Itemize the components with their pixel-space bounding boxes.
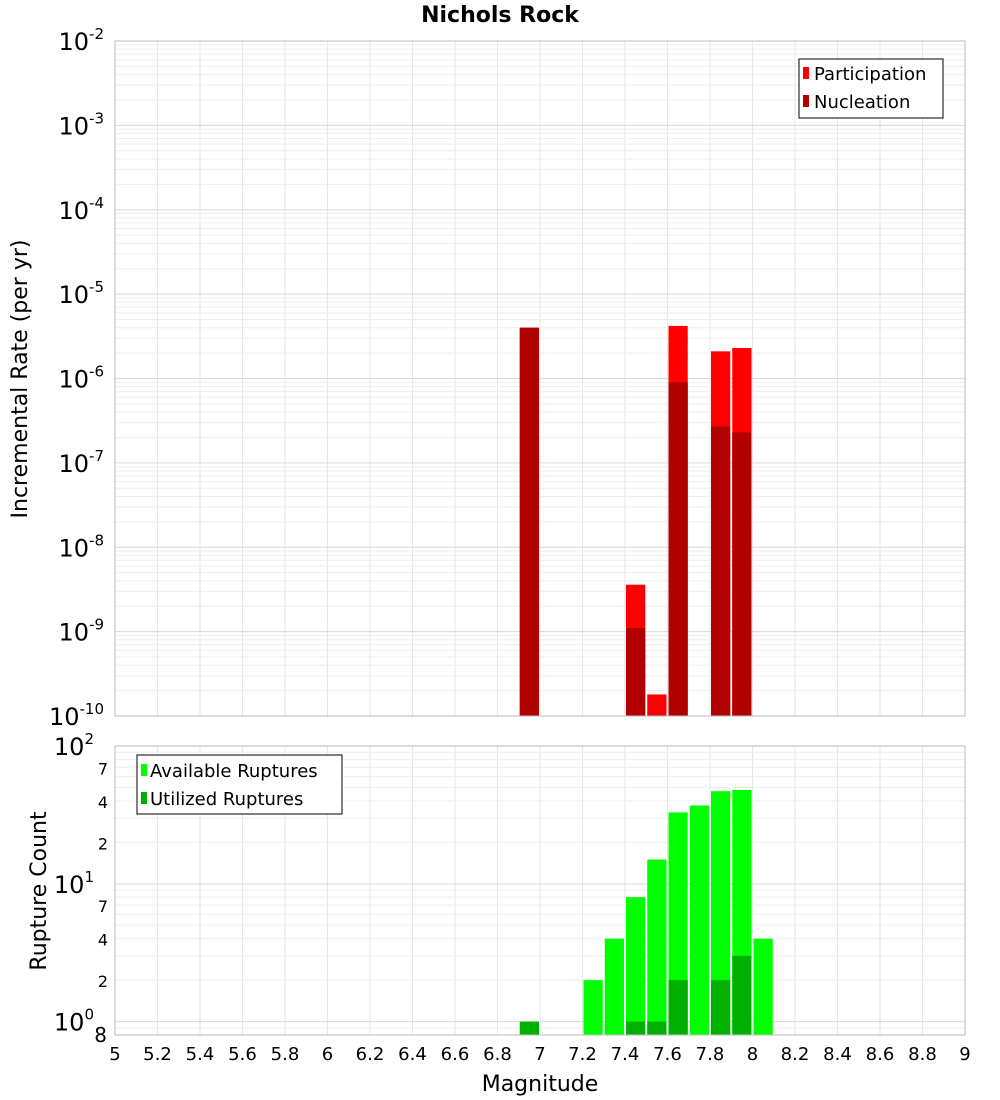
x-tick-label: 5.4: [186, 1044, 215, 1065]
bottom-plot-frame: [114, 745, 966, 1036]
top-y-axis-label: Incremental Rate (per yr): [8, 240, 33, 519]
y-tick-label: 10-8: [58, 531, 104, 562]
x-tick-label: 7.8: [696, 1044, 725, 1065]
x-tick-label: 5.2: [143, 1044, 172, 1065]
top-bars: [519, 325, 752, 716]
y-tick-label: 7: [98, 897, 108, 916]
y-tick-label: 7: [98, 759, 108, 778]
legend-label-nucleation: Nucleation: [814, 92, 910, 113]
x-tick-label: 5.8: [271, 1044, 300, 1065]
bar-available-ruptures: [689, 805, 709, 1035]
legend-label-available-ruptures: Available Ruptures: [150, 761, 318, 782]
bar-nucleation: [519, 327, 539, 716]
bar-available-ruptures: [711, 791, 731, 1035]
x-tick-label: 7.4: [611, 1044, 640, 1065]
x-tick-label: 7.6: [653, 1044, 682, 1065]
top-legend-box: [798, 58, 944, 119]
bar-available-ruptures: [583, 980, 603, 1035]
y-tick-label: 2: [98, 972, 108, 991]
y-tick-label: 4: [98, 793, 108, 812]
x-tick-label: 5: [109, 1044, 120, 1065]
x-axis-label: Magnitude: [482, 1072, 599, 1097]
legend-label-utilized-ruptures: Utilized Ruptures: [150, 789, 303, 810]
bar-available-ruptures: [668, 812, 688, 1035]
y-tick-label: 2: [98, 834, 108, 853]
x-tick-label: 9: [959, 1044, 970, 1065]
y-tick-label: 4: [98, 931, 108, 950]
y-tick-label: 10-3: [58, 109, 104, 140]
chart-title: Nichols Rock: [421, 3, 580, 28]
y-tick-label: 10-5: [58, 278, 104, 309]
bar-available-ruptures: [604, 938, 624, 1035]
x-tick-label: 8.6: [866, 1044, 895, 1065]
bar-utilized-ruptures: [732, 955, 752, 1035]
top-legend: Participation Nucleation: [798, 58, 944, 119]
x-tick-label: 6.8: [483, 1044, 512, 1065]
y-tick-label: 10-6: [58, 363, 104, 394]
bar-utilized-ruptures: [626, 1021, 646, 1035]
bottom-legend-box: [136, 754, 343, 815]
x-tick-label: 6.6: [441, 1044, 470, 1065]
bottom-bars: [519, 789, 773, 1035]
bar-nucleation: [668, 382, 688, 716]
x-tick-label: 5.6: [228, 1044, 257, 1065]
bar-utilized-ruptures: [519, 1021, 539, 1035]
x-tick-label: 8: [747, 1044, 758, 1065]
x-tick-labels: 5 5.2 5.4 5.6 5.8 6 6.2 6.4 6.6 6.8 7 7.2 7.4 7.6 7.8 8…: [109, 1044, 970, 1065]
x-tick-label: 8.4: [823, 1044, 852, 1065]
bar-available-ruptures: [647, 859, 667, 1035]
x-tick-label: 8.8: [908, 1044, 937, 1065]
top-y-tick-labels: 10-10 10-9 10-8 10-7 10-6 10-5 10-4 10-3 10-2: [49, 25, 104, 731]
y-tick-label: 100: [54, 1006, 94, 1037]
bar-available-ruptures: [626, 897, 646, 1035]
x-tick-label: 6.4: [398, 1044, 427, 1065]
x-tick-label: 6: [322, 1044, 333, 1065]
bar-utilized-ruptures: [668, 980, 688, 1035]
y-tick-label: 10-2: [58, 25, 104, 56]
bar-nucleation: [732, 432, 752, 716]
legend-swatch-utilized-ruptures: [141, 792, 147, 804]
bar-utilized-ruptures: [711, 980, 731, 1035]
bar-utilized-ruptures: [647, 1021, 667, 1035]
top-plot-frame: [114, 40, 966, 717]
y-tick-label: 10-7: [58, 447, 104, 478]
bottom-legend: Available Ruptures Utilized Ruptures: [136, 754, 343, 815]
bar-participation: [647, 694, 667, 716]
y-tick-label: 101: [54, 868, 94, 899]
bottom-y-tick-labels: 8 2 4 7 2 4 7 100 101 102: [54, 730, 108, 1047]
top-gridlines: [114, 40, 966, 717]
y-tick-label: 10-9: [58, 616, 104, 647]
y-tick-label: 10-10: [49, 700, 104, 731]
x-tick-label: 6.2: [356, 1044, 385, 1065]
x-tick-label: 7.2: [568, 1044, 597, 1065]
bar-nucleation: [626, 628, 646, 716]
x-tick-label: 8.2: [781, 1044, 810, 1065]
legend-label-participation: Participation: [814, 64, 926, 85]
bottom-y-axis-label: Rupture Count: [27, 811, 52, 971]
bar-nucleation: [711, 426, 731, 716]
bar-available-ruptures: [753, 938, 773, 1035]
legend-swatch-available-ruptures: [141, 764, 147, 776]
y-tick-label: 10-4: [58, 194, 104, 225]
x-tick-label: 7: [534, 1044, 545, 1065]
legend-swatch-participation: [803, 67, 809, 79]
y-tick-label: 102: [54, 730, 94, 761]
y-tick-label: 8: [94, 1023, 107, 1047]
legend-swatch-nucleation: [803, 95, 809, 107]
